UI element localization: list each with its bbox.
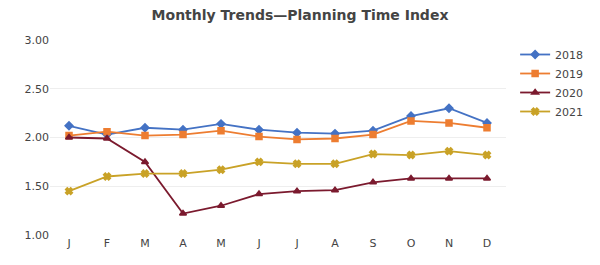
svg-text:M: M <box>216 237 226 250</box>
svg-text:A: A <box>179 237 187 250</box>
svg-text:2018: 2018 <box>555 49 583 62</box>
svg-text:2019: 2019 <box>555 68 583 81</box>
svg-text:F: F <box>104 237 110 250</box>
svg-text:2.50: 2.50 <box>25 83 50 96</box>
svg-text:1.50: 1.50 <box>25 180 50 193</box>
svg-text:O: O <box>407 237 416 250</box>
svg-text:1.00: 1.00 <box>25 229 50 242</box>
svg-text:3.00: 3.00 <box>25 34 50 47</box>
svg-text:M: M <box>140 237 150 250</box>
svg-text:S: S <box>370 237 377 250</box>
svg-text:J: J <box>256 237 260 250</box>
svg-text:2021: 2021 <box>555 106 583 119</box>
svg-text:2020: 2020 <box>555 87 583 100</box>
svg-text:2.00: 2.00 <box>25 131 50 144</box>
svg-text:J: J <box>294 237 298 250</box>
svg-text:J: J <box>66 237 70 250</box>
svg-text:D: D <box>483 237 491 250</box>
svg-text:A: A <box>331 237 339 250</box>
svg-text:N: N <box>445 237 453 250</box>
svg-text:Monthly Trends—Planning Time I: Monthly Trends—Planning Time Index <box>152 7 449 23</box>
